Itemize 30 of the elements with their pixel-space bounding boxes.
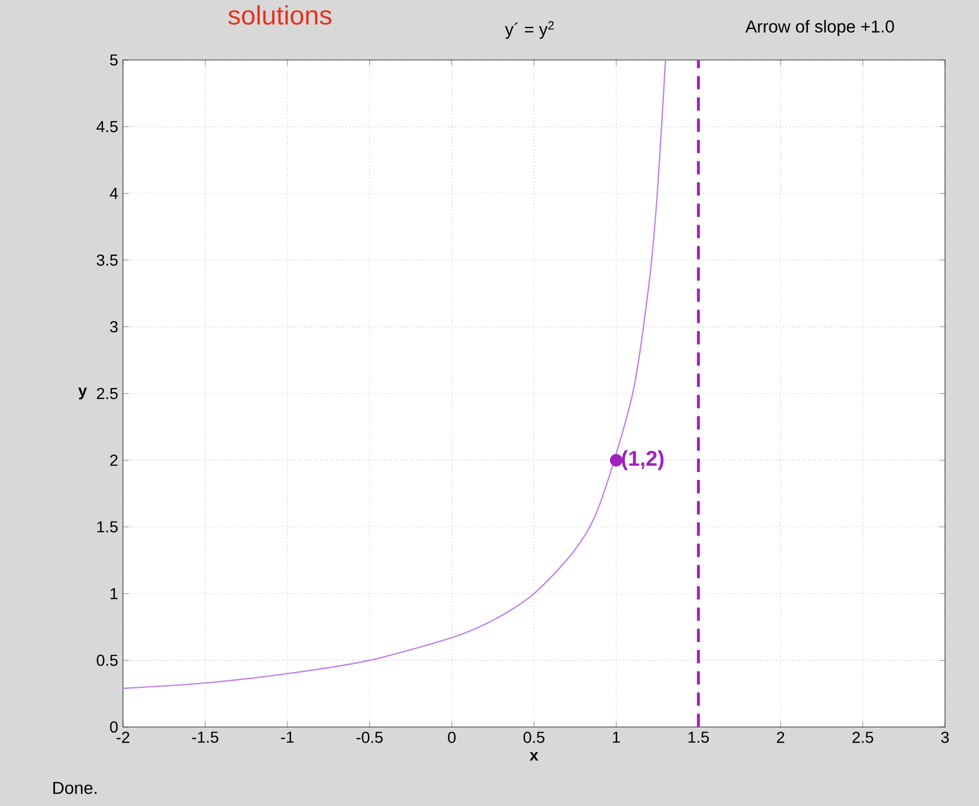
x-tick-label: 1 bbox=[612, 732, 620, 743]
y-tick-label: 2.5 bbox=[96, 388, 118, 400]
y-tick-label: 5 bbox=[110, 54, 118, 66]
x-tick-label: 1.5 bbox=[688, 732, 709, 743]
text: Done. bbox=[53, 782, 96, 794]
y-tick-label: 0 bbox=[110, 721, 118, 733]
y-tick-label: 3 bbox=[110, 321, 118, 332]
chart-title: y´ = y$^{2}$ bbox=[505, 21, 554, 39]
x-tick-label: 2.5 bbox=[852, 732, 874, 743]
y-tick-label: 2 bbox=[110, 454, 118, 466]
y-tick-label: 4.5 bbox=[96, 121, 118, 132]
annotation: (1,2) bbox=[622, 450, 664, 470]
x-tick-label: 0.5 bbox=[524, 732, 544, 743]
x-axis-title: x bbox=[530, 752, 538, 761]
y-tick-label: 1 bbox=[110, 588, 118, 600]
y-tick-label: 4 bbox=[110, 188, 118, 199]
x-tick-label: 2 bbox=[776, 732, 784, 743]
x-tick-label: -1 bbox=[281, 732, 294, 743]
x-tick-label: -0.5 bbox=[356, 732, 383, 743]
line-series bbox=[123, 60, 666, 689]
y-tick-label: 3.5 bbox=[96, 254, 118, 266]
x-tick-label: -2 bbox=[116, 732, 130, 743]
text: solutions bbox=[228, 5, 332, 25]
x-tick-label: 0 bbox=[448, 732, 456, 743]
x-tick-label: 3 bbox=[941, 732, 949, 743]
x-tick-label: -1.5 bbox=[192, 732, 218, 743]
y-tick-label: 1.5 bbox=[97, 521, 118, 532]
y-tick-label: 0.5 bbox=[96, 654, 118, 666]
text: Arrow of slope +1.0 bbox=[745, 20, 894, 36]
y-axis-title: y bbox=[78, 388, 87, 400]
